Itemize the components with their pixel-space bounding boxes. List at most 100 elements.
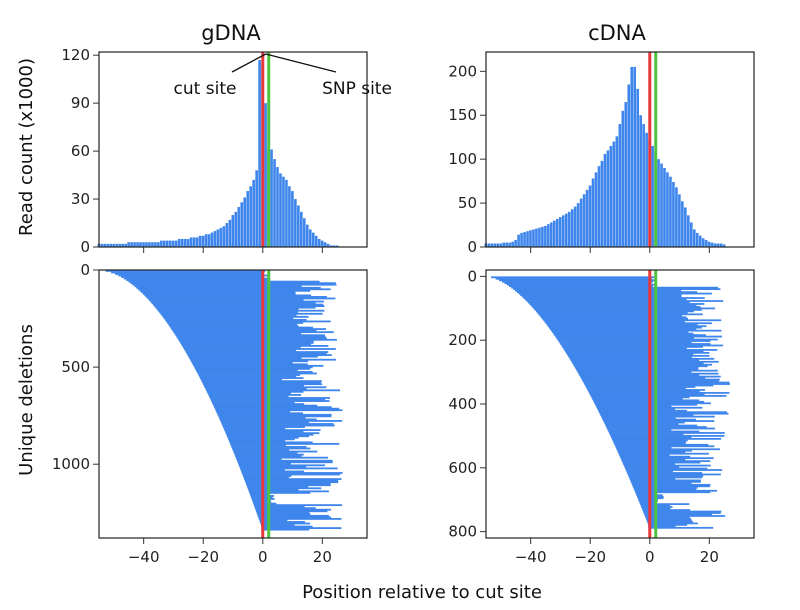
bar-0-12 <box>133 242 136 247</box>
deletion-span-2-24 <box>155 306 316 309</box>
deletion-span-2-131 <box>241 470 304 473</box>
deletion-span-2-68 <box>198 374 301 376</box>
deletion-span-2-17 <box>145 296 327 298</box>
deletion-span-2-29 <box>161 314 297 317</box>
deletion-span-3-138 <box>630 480 701 483</box>
deletion-span-3-78 <box>589 392 730 394</box>
snp-site-annotation: SNP site <box>322 79 392 99</box>
bar-1-74 <box>704 239 708 247</box>
deletion-span-2-136 <box>244 478 342 481</box>
deletion-span-3-61 <box>574 366 699 369</box>
bar-1-45 <box>618 124 622 247</box>
deletion-span-3-97 <box>603 420 715 422</box>
x-axis-title: Position relative to cut site <box>302 582 542 603</box>
bar-1-64 <box>675 187 678 247</box>
deletion-span-2-23 <box>154 305 325 308</box>
bar-1-19 <box>541 226 544 247</box>
deletion-span-3-168 <box>648 525 676 528</box>
bar-1-59 <box>660 163 663 247</box>
deletion-span-2-77 <box>205 387 307 390</box>
deletion-span-3-38 <box>553 332 694 335</box>
bar-1-9 <box>511 241 514 247</box>
deletion-span-3-23 <box>535 310 694 313</box>
deletion-span-2-55 <box>187 354 332 357</box>
deletion-span-3-144 <box>634 489 718 492</box>
y-tick-label-0-1: 30 <box>71 190 90 208</box>
deletion-span-3-146 <box>635 492 657 495</box>
deletion-span-3-11 <box>518 292 712 295</box>
panel-title-gdna: gDNA <box>201 21 261 45</box>
bar-1-24 <box>555 218 559 247</box>
deletion-span-3-30 <box>544 320 685 323</box>
deletion-span-3-35 <box>549 328 697 331</box>
bar-0-36 <box>204 234 208 247</box>
bar-1-70 <box>692 229 696 247</box>
bar-1-46 <box>621 110 625 247</box>
deletion-span-3-9 <box>515 289 682 292</box>
deletion-span-2-88 <box>213 404 318 407</box>
deletion-span-2-70 <box>199 377 304 379</box>
x-tick-label-3-1: −20 <box>574 548 606 566</box>
bar-0-41 <box>219 227 223 247</box>
bar-1-73 <box>701 238 705 247</box>
deletion-span-3-102 <box>606 427 716 430</box>
bar-1-72 <box>698 235 702 247</box>
deletion-span-2-65 <box>195 369 298 372</box>
deletion-span-2-99 <box>220 421 310 424</box>
deletion-span-3-92 <box>599 412 729 415</box>
deletion-span-3-143 <box>633 488 697 491</box>
deletion-span-3-82 <box>592 397 683 400</box>
bar-0-32 <box>192 237 196 247</box>
deletion-span-2-166 <box>260 524 295 526</box>
deletion-span-3-63 <box>576 369 718 372</box>
bar-1-65 <box>678 194 681 247</box>
panel-frame-0 <box>98 51 368 248</box>
deletion-span-3-135 <box>628 476 703 479</box>
deletion-span-3-118 <box>617 451 686 454</box>
deletion-span-3-152 <box>639 501 657 504</box>
bar-0-73 <box>314 235 318 247</box>
panel-frame-2 <box>98 269 368 539</box>
deletion-span-3-28 <box>542 317 688 320</box>
deletion-span-3-89 <box>597 408 675 411</box>
x-tick-label-3-2: 0 <box>645 548 655 566</box>
bar-1-20 <box>544 225 547 247</box>
deletion-span-2-113 <box>230 442 340 445</box>
bar-1-39 <box>600 160 604 247</box>
bar-1-54 <box>645 132 648 247</box>
bar-0-58 <box>270 149 273 247</box>
bar-0-48 <box>240 202 244 247</box>
deletion-span-3-106 <box>609 433 684 436</box>
deletion-span-2-66 <box>196 371 313 373</box>
deletion-span-3-109 <box>611 437 722 440</box>
deletion-span-3-45 <box>560 343 711 345</box>
deletion-span-2-78 <box>206 389 341 392</box>
deletion-span-2-34 <box>167 322 304 324</box>
deletion-span-3-15 <box>524 298 687 301</box>
cut-site-pointer <box>231 53 267 73</box>
deletion-span-3-157 <box>642 509 691 511</box>
deletion-span-3-20 <box>532 306 701 308</box>
bar-0-67 <box>297 205 300 247</box>
bar-0-16 <box>145 242 148 247</box>
deletion-span-2-141 <box>247 485 309 488</box>
bar-1-29 <box>570 209 574 247</box>
deletion-span-3-75 <box>586 387 686 390</box>
deletion-span-3-26 <box>539 314 683 317</box>
deletion-span-2-154 <box>254 505 305 508</box>
deletion-span-2-56 <box>188 355 318 358</box>
deletion-span-2-159 <box>257 513 311 516</box>
bar-1-12 <box>520 232 523 247</box>
bars-1 <box>484 66 726 247</box>
deletion-span-2-117 <box>232 449 290 451</box>
bar-1-16 <box>532 229 535 247</box>
deletion-span-2-12 <box>137 288 331 291</box>
deletion-span-2-28 <box>160 312 323 315</box>
deletion-span-2-137 <box>244 479 339 482</box>
deletion-span-3-113 <box>614 443 709 446</box>
bar-0-56 <box>264 103 267 247</box>
deletion-span-2-91 <box>215 409 343 412</box>
deletion-span-2-13 <box>139 289 311 292</box>
deletion-span-2-0 <box>105 270 266 272</box>
x-tick-label-3-0: −40 <box>515 548 547 566</box>
